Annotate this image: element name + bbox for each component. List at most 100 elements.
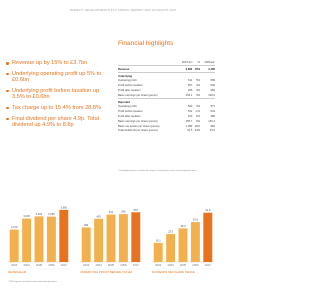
cell: 544 [210,110,215,114]
value-label: 541 [109,210,114,214]
bar [203,212,213,262]
row-label: Profit after taxation [118,115,141,119]
column-header: 2007 £m [181,60,193,64]
cell: 545 [210,84,215,88]
value-label: 23.5 [168,230,174,234]
table-row: Profit before taxation 567 4% 545 [118,83,215,88]
cell: 611 [188,79,193,83]
cell: 3% [196,105,201,109]
cell: 396 [187,89,193,93]
highlight: Revenue up by 15% to £3.7bn [6,60,104,67]
cell: 41.5 [187,129,193,133]
highlight: Underlying operating profit up 5% to £0.… [6,71,104,84]
chart-title: DIVIDENDS PER SHARE PENCE [152,270,195,274]
cell: 577 [210,105,215,109]
cell: 6% [196,115,201,119]
row-label: Underlying [118,71,215,79]
charts: 2,276 2003 3,045 2004 3,202 2005 3,185 2006 3,66… [8,205,214,283]
cell: 593 [187,105,193,109]
bar [106,214,116,262]
bar [46,216,56,262]
row-label: Total dividends per share (pence) [118,129,158,133]
bar [22,218,32,262]
value-label: 567 [134,208,139,212]
cell: 148.0 [208,93,215,97]
cell: 6% [196,119,201,123]
column-header: 2006 £m [204,60,215,64]
category-label: 2003 [11,263,18,267]
table-row: Basic earnings per share (pence) 155.7 6% 1… [118,119,215,124]
row-label: Profit after taxation [118,89,141,93]
cell: 541 [187,110,193,114]
cell: 3,660 [177,64,193,73]
bar [153,242,163,262]
cell: 155.7 [185,119,193,123]
page-title: Financial highlights [118,40,174,47]
category-label: 2006 [48,263,55,267]
table-row: Profit after taxation 396 3% 384 [118,88,215,93]
cell: 380 [210,115,215,119]
category-label: 2007 [61,263,68,267]
cell: 5% [196,79,201,83]
bar [34,216,44,262]
highlights-table: 2007 £m% 2006 £m Revenue 3,660 15% 3,185 Under… [118,60,215,133]
value-label: 545 [121,210,126,214]
category-label: 2007 [133,263,140,267]
cell: 146.4 [208,119,215,123]
chart-title: REVENUE £M [8,270,27,274]
highlight: Underlying profit before taxation up 3.5… [6,88,104,101]
cell: 3% [196,93,201,97]
row-label: Profit before taxation [118,84,143,88]
row-label: Operating profit [118,79,137,83]
cell: 567 [187,84,193,88]
cell: 24% [194,129,201,133]
category-label: 2007 [205,263,212,267]
cell: -1% [195,110,201,114]
table-row: Operating profit 593 3% 577 [118,105,215,110]
table-row: Basic earnings per share (pence) 153.1 3% 1… [118,93,215,98]
chart-note: * 2006 figures restated for discontinued… [8,280,58,283]
row-label: Basic earnings per share (pence) [118,93,158,97]
cell: 580 [210,79,215,83]
value-label: 33.6 [193,218,199,222]
cell: 3% [196,89,201,93]
table-row: Total dividends per share (pence) 41.5 24%… [118,128,215,133]
value-label: 3,202 [36,212,43,216]
bar [94,218,104,262]
cell: 403 [187,115,193,119]
value-label: 16.1 [156,238,162,242]
value-label: 28.3 [180,224,186,228]
value-label: 394 [84,223,89,227]
table-row: Profit before taxation 541 -1% 544 [118,109,215,114]
bar [9,229,19,262]
category-label: 2005 [36,263,43,267]
cell: 982 [210,124,215,128]
cell: 15% [192,64,201,73]
category-label: 2005 [108,263,115,267]
value-label: 3,185 [48,212,55,216]
row-label: Operating profit [118,105,137,109]
category-label: 2004 [167,263,174,267]
cell: 33.6 [209,129,215,133]
column-header: % [197,60,201,64]
value-label: 2,276 [11,225,18,229]
value-label: 3,660 [61,205,68,209]
category-label: 2006 [120,263,127,267]
cell: 10% [194,124,201,128]
highlight: Tax charge up to 15.4% from 28.8% [6,105,104,112]
category-label: 2003 [83,263,90,267]
category-label: 2005 [180,263,187,267]
table-note: * Underlying figures exclude the impact … [118,170,197,172]
category-label: 2006 [192,263,199,267]
table-row: Underlying [118,71,215,79]
row-label: Revenue [118,64,178,73]
table-row: Revenue 3,660 15% 3,185 [118,64,215,73]
highlights: Revenue up by 15% to £3.7bn Underlying op… [6,60,104,133]
row-label: Basic earnings per share (pence) [118,119,158,123]
table-row: Profit after taxation 403 6% 380 [118,114,215,119]
highlight: Final dividend per share 4.9p. Total div… [6,116,104,129]
row-label: Profit before taxation [118,110,143,114]
row-label: Basic net assets per share (pence) [118,124,160,128]
cell: 1,080 [185,124,193,128]
table-row: Operating profit 611 5% 580 [118,79,215,84]
